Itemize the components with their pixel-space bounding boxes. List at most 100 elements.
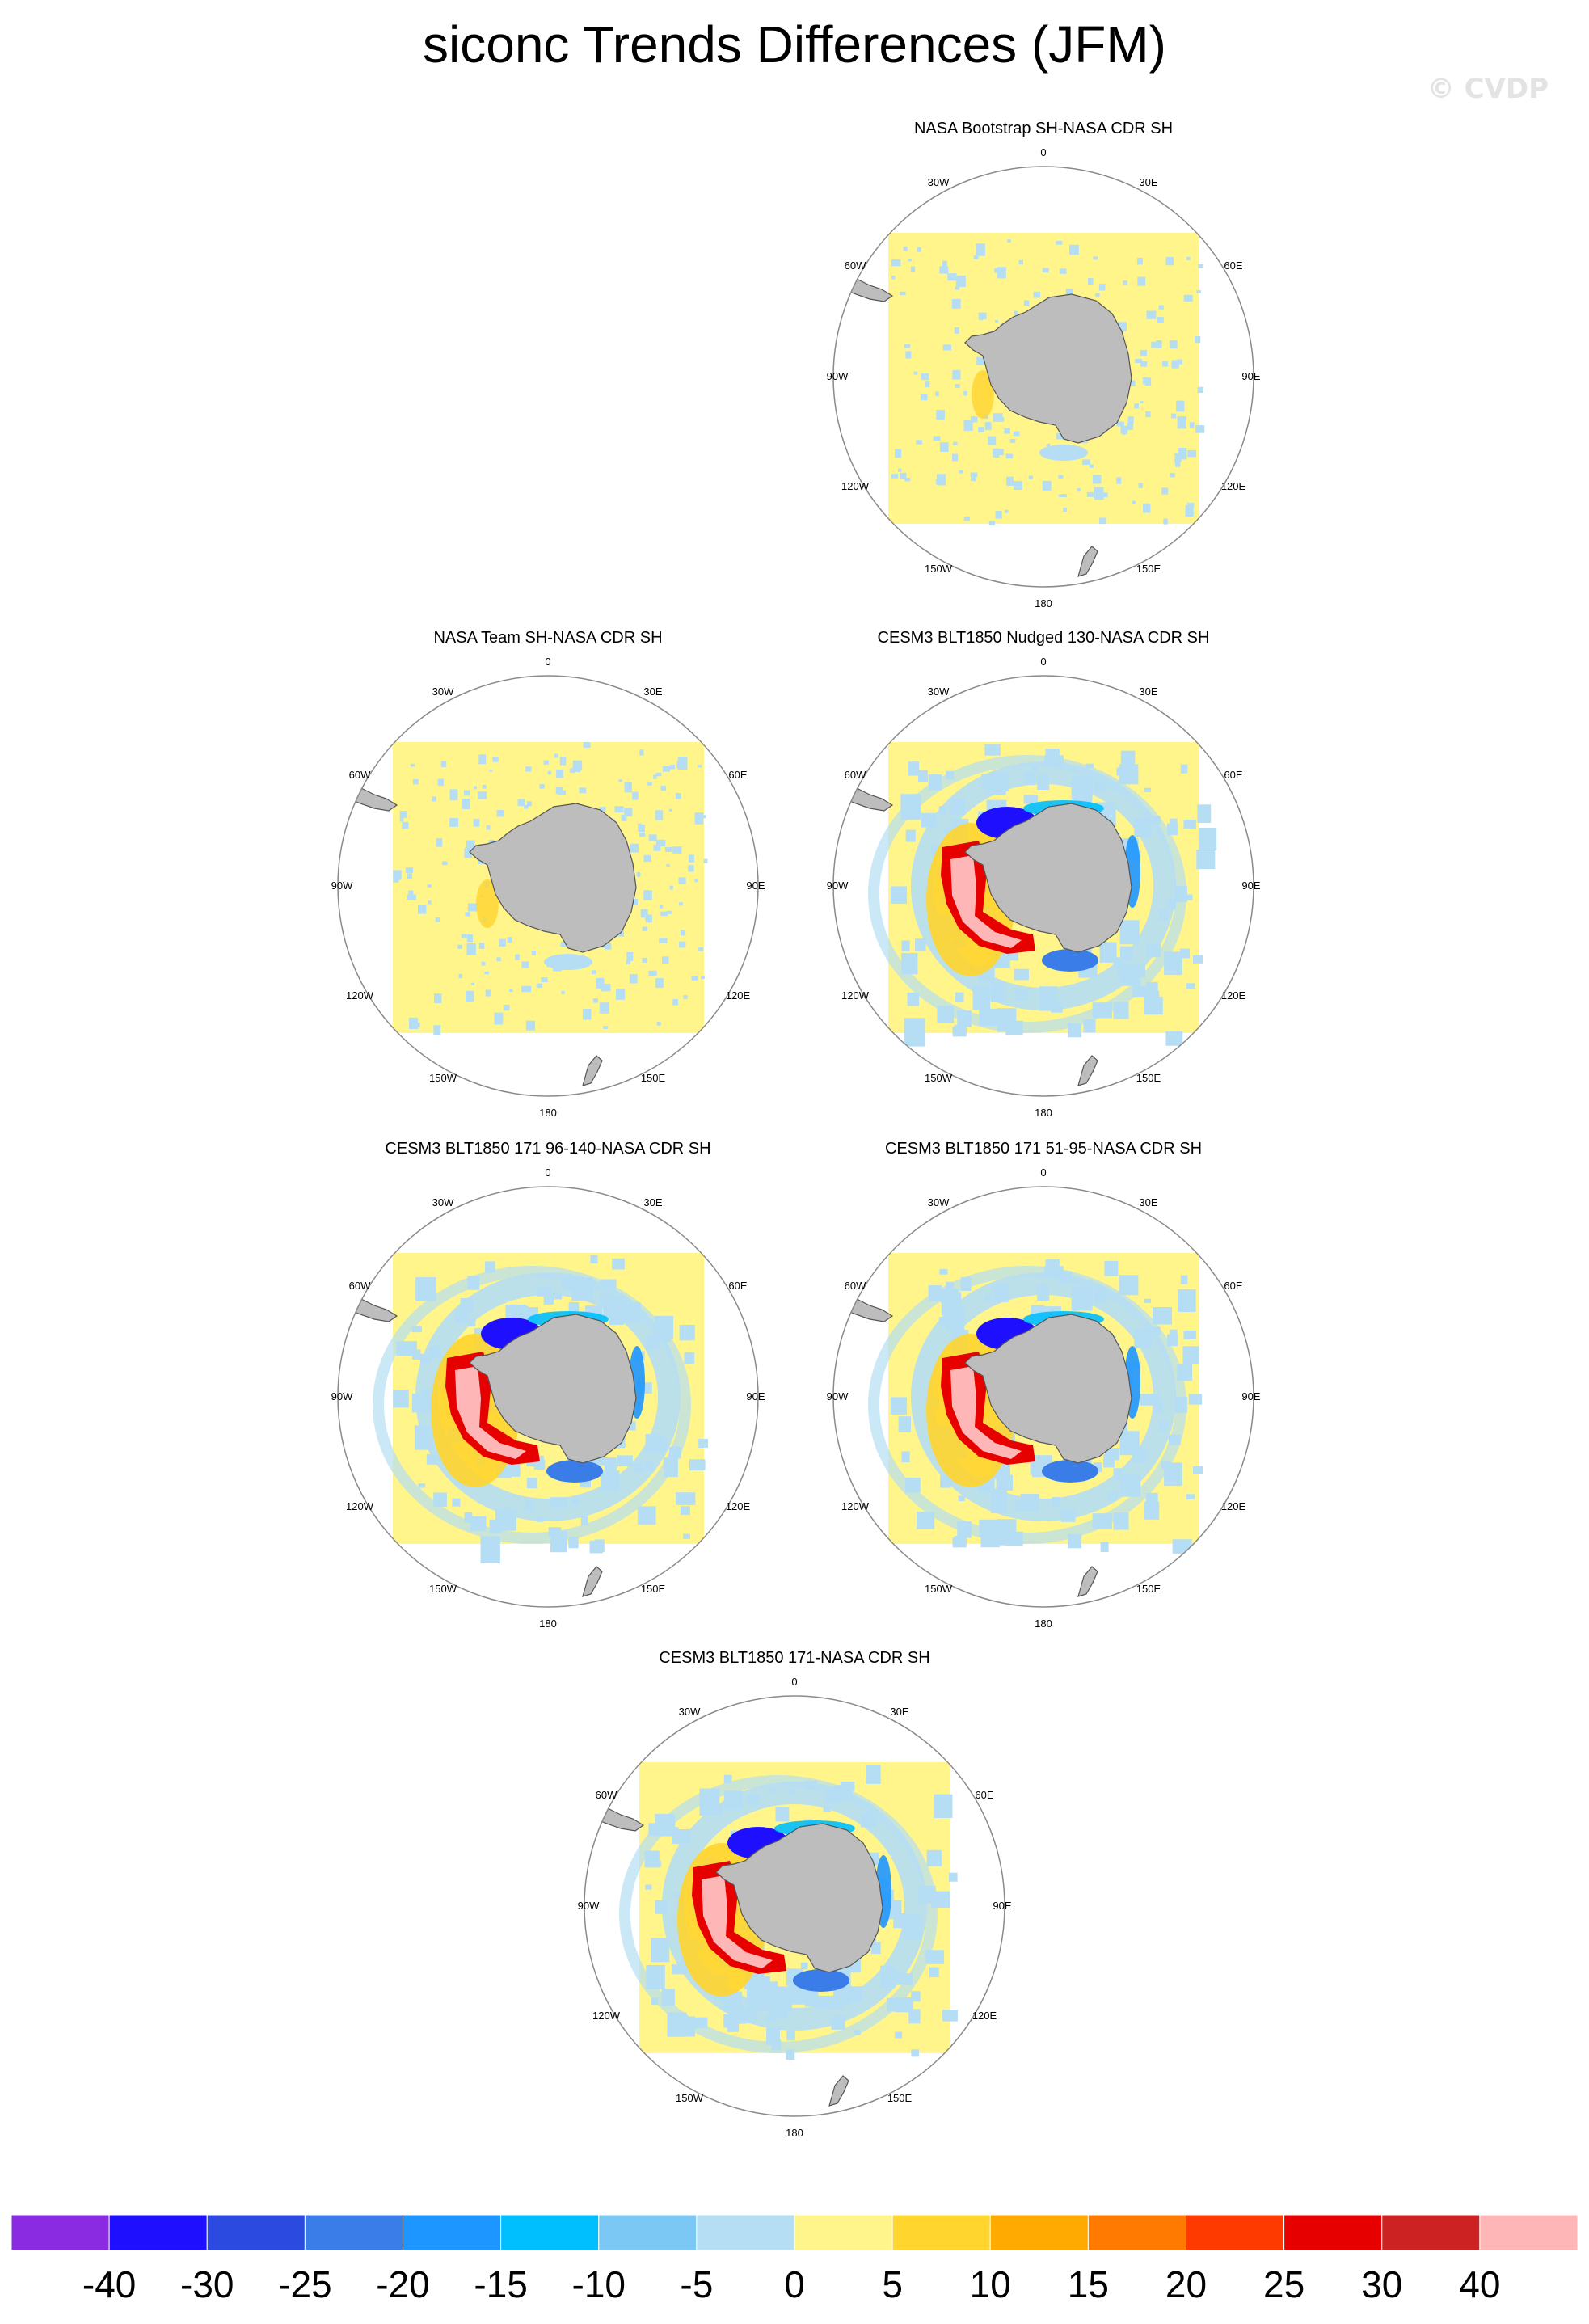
lon-label: 180 [539, 1107, 557, 1119]
trend-cell [964, 517, 970, 521]
trend-cell [508, 937, 512, 943]
trend-cell [679, 902, 683, 905]
trend-cell [537, 984, 542, 989]
trend-cell [584, 742, 591, 748]
trend-cell [683, 1534, 690, 1539]
trend-cell [1159, 306, 1164, 310]
trend-cell [1077, 488, 1080, 491]
trend-cell [667, 911, 672, 914]
lon-label: 120E [1221, 1500, 1246, 1512]
lon-label: 90W [827, 879, 849, 892]
trend-cell [947, 273, 956, 280]
trend-cell [660, 905, 663, 909]
trend-cell [911, 2049, 919, 2056]
trend-cell [1034, 292, 1041, 298]
cvdp-watermark: © CVDP [1427, 73, 1549, 105]
trend-cell [539, 784, 544, 789]
trend-cell [495, 1013, 504, 1025]
trend-cell [527, 1478, 537, 1488]
trend-cell [963, 391, 967, 396]
trend-cell [622, 815, 627, 821]
lon-label: 30E [1139, 1196, 1157, 1208]
trend-cell [694, 879, 698, 882]
trend-cell [1170, 473, 1174, 477]
lon-label: 30W [928, 685, 950, 698]
trend-cell [487, 825, 491, 830]
trend-cell [904, 478, 910, 481]
trend-region [546, 1460, 603, 1483]
trend-cell [478, 754, 486, 764]
trend-cell [1145, 411, 1150, 417]
trend-cell [660, 786, 666, 791]
trend-cell [466, 991, 474, 1002]
trend-cell [952, 370, 960, 380]
trend-cell [438, 779, 444, 787]
lon-label: 120E [1221, 989, 1246, 1002]
trend-cell [678, 757, 688, 770]
lon-label: 30W [679, 1706, 701, 1718]
trend-cell [1004, 428, 1009, 434]
colorbar-swatch [892, 2215, 990, 2250]
trend-cell [1196, 290, 1200, 293]
trend-region [544, 954, 592, 970]
colorbar: -40-30-25-20-15-10-505101520253040 [11, 2215, 1578, 2312]
lon-label: 120W [841, 480, 870, 492]
lon-label: 150E [1136, 563, 1161, 575]
trend-cell [521, 986, 531, 993]
trend-cell [499, 939, 506, 947]
trend-cell [934, 1795, 952, 1818]
trend-cell [474, 786, 477, 789]
trend-cell [1173, 1539, 1192, 1554]
lon-label: 0 [545, 656, 550, 668]
trend-cell [601, 984, 610, 991]
trend-cell [1099, 284, 1106, 291]
trend-cell [639, 749, 643, 755]
trend-region [793, 1969, 849, 1992]
south-america-landmass [584, 1796, 643, 1831]
trend-cell [1140, 401, 1143, 403]
trend-cell [449, 789, 457, 800]
trend-cell [1187, 450, 1196, 457]
panel-title: NASA Bootstrap SH-NASA CDR SH [821, 120, 1266, 138]
trend-cell [683, 995, 687, 999]
trend-cell [526, 1021, 535, 1031]
colorbar-label: 15 [1068, 2263, 1109, 2305]
trend-cell [1059, 494, 1062, 496]
trend-cell [1100, 942, 1117, 962]
lon-label: 60E [975, 1789, 993, 1801]
trend-region [1039, 445, 1088, 461]
colorbar-swatch [305, 2215, 403, 2250]
trend-cell [1172, 360, 1179, 368]
lon-label: 60W [845, 769, 866, 781]
colorbar-label: -25 [278, 2263, 331, 2305]
lon-label: 120W [841, 1500, 870, 1512]
trend-cell [1170, 819, 1178, 829]
trend-cell [630, 844, 639, 853]
trend-cell [978, 427, 984, 432]
trend-cell [497, 810, 504, 816]
lon-label: 0 [545, 1166, 550, 1179]
trend-cell [532, 951, 536, 955]
colorbar-swatch [403, 2215, 501, 2250]
trend-cell [603, 1026, 608, 1029]
trend-cell [688, 865, 693, 871]
lon-label: 180 [1035, 1107, 1052, 1119]
trend-cell [1103, 1454, 1115, 1468]
trend-cell [698, 765, 702, 767]
trend-cell [904, 1018, 925, 1046]
trend-cell [1014, 969, 1029, 981]
lon-label: 0 [1040, 656, 1046, 668]
lon-label: 30W [432, 685, 454, 698]
colorbar-swatch [109, 2215, 207, 2250]
trend-cell [612, 1259, 625, 1270]
trend-cell [801, 1963, 808, 1969]
south-america-landmass [833, 776, 892, 811]
colorbar-label: -5 [680, 2263, 713, 2305]
trend-cell [1006, 453, 1014, 458]
trend-cell [462, 934, 467, 938]
trend-cell [432, 796, 436, 801]
trend-cell [1151, 342, 1158, 348]
page-title: siconc Trends Differences (JFM) [0, 15, 1589, 74]
map-panel-96-140: 018030W30E60W60E90W90E120W120E150W150E C… [326, 1140, 770, 1689]
trend-cell [1166, 257, 1174, 265]
